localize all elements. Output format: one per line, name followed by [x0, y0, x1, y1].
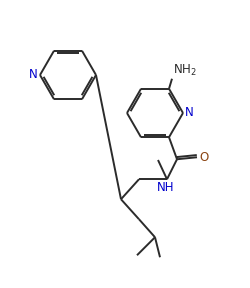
- Text: N: N: [184, 107, 193, 120]
- Text: N: N: [29, 69, 38, 82]
- Text: NH$_2$: NH$_2$: [172, 63, 196, 78]
- Text: NH: NH: [156, 181, 174, 194]
- Text: O: O: [198, 151, 207, 164]
